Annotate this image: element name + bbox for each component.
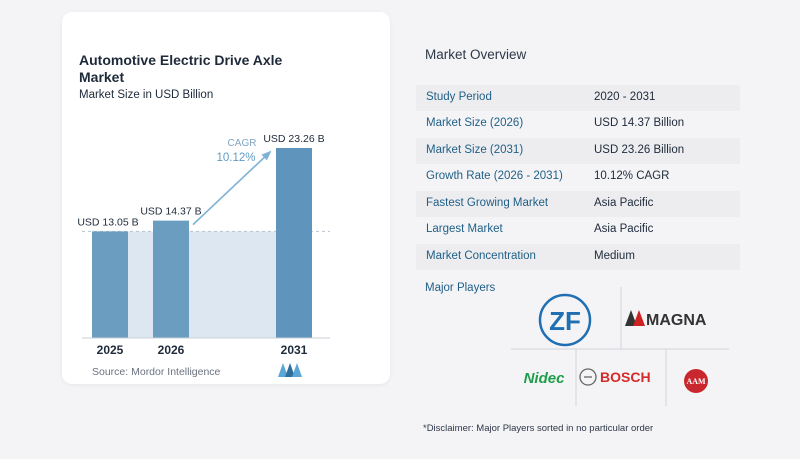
overview-label: Market Concentration (426, 250, 536, 262)
zf-logo-text: ZF (549, 306, 581, 336)
data-label-2025: USD 13.05 B (77, 216, 138, 228)
chart-subtitle: Market Size in USD Billion (79, 89, 214, 101)
overview-value: Asia Pacific (594, 223, 654, 235)
growth-band (92, 231, 312, 338)
magna-logo-text: MAGNA (646, 312, 707, 329)
overview-value: Asia Pacific (594, 197, 654, 209)
zf-logo-icon: ZF (538, 293, 592, 347)
overview-value: USD 14.37 Billion (594, 117, 685, 129)
overview-row: Market Concentration Medium (416, 244, 740, 270)
overview-row: Market Size (2026) USD 14.37 Billion (416, 111, 740, 137)
overview-row: Fastest Growing Market Asia Pacific (416, 191, 740, 217)
cagr-arrowhead (261, 150, 272, 161)
overview-value: Medium (594, 250, 635, 262)
cagr-value: 10.12% (216, 152, 255, 164)
chart-title: Automotive Electric Drive Axle Market (79, 52, 283, 85)
overview-label: Market Size (2026) (426, 117, 524, 129)
data-label-2031: USD 23.26 B (263, 133, 324, 145)
overview-row: Largest Market Asia Pacific (416, 217, 740, 243)
overview-label: Study Period (426, 91, 492, 103)
overview-row: Market Size (2031) USD 23.26 Billion (416, 138, 740, 164)
x-tick-2026: 2026 (158, 343, 185, 357)
overview-label: Growth Rate (2026 - 2031) (426, 170, 563, 182)
bosch-logo-icon: BOSCH (579, 368, 651, 386)
nidec-logo-icon: Nidec (524, 370, 566, 387)
bosch-logo-text: BOSCH (600, 369, 651, 385)
source-note: Source: Mordor Intelligence (92, 366, 221, 378)
aam-logo-icon: AAM (684, 369, 708, 393)
magna-logo-icon: MAGNA (625, 310, 707, 329)
cagr-arrow (192, 151, 271, 226)
overview-value: USD 23.26 Billion (594, 144, 685, 156)
overview-row: Growth Rate (2026 - 2031) 10.12% CAGR (416, 164, 740, 190)
mordor-logo-icon (278, 363, 302, 377)
overview-value: 2020 - 2031 (594, 91, 656, 103)
overview-label: Largest Market (426, 223, 503, 235)
major-players-title: Major Players (425, 282, 496, 294)
data-label-2026: USD 14.37 B (140, 206, 201, 218)
x-tick-2025: 2025 (97, 343, 124, 357)
x-tick-2031: 2031 (281, 343, 308, 357)
overview-row: Study Period 2020 - 2031 (416, 85, 740, 111)
aam-logo-text: AAM (686, 377, 706, 386)
overview-label: Fastest Growing Market (426, 197, 549, 209)
overview-label: Market Size (2031) (426, 144, 524, 156)
disclaimer-note: *Disclaimer: Major Players sorted in no … (423, 423, 654, 434)
bar-2026 (153, 220, 189, 338)
overview-value: 10.12% CAGR (594, 170, 670, 182)
bar-2025 (92, 231, 128, 338)
cagr-label: CAGR (228, 138, 257, 149)
overview-title: Market Overview (425, 47, 527, 62)
bar-2031 (276, 148, 312, 338)
